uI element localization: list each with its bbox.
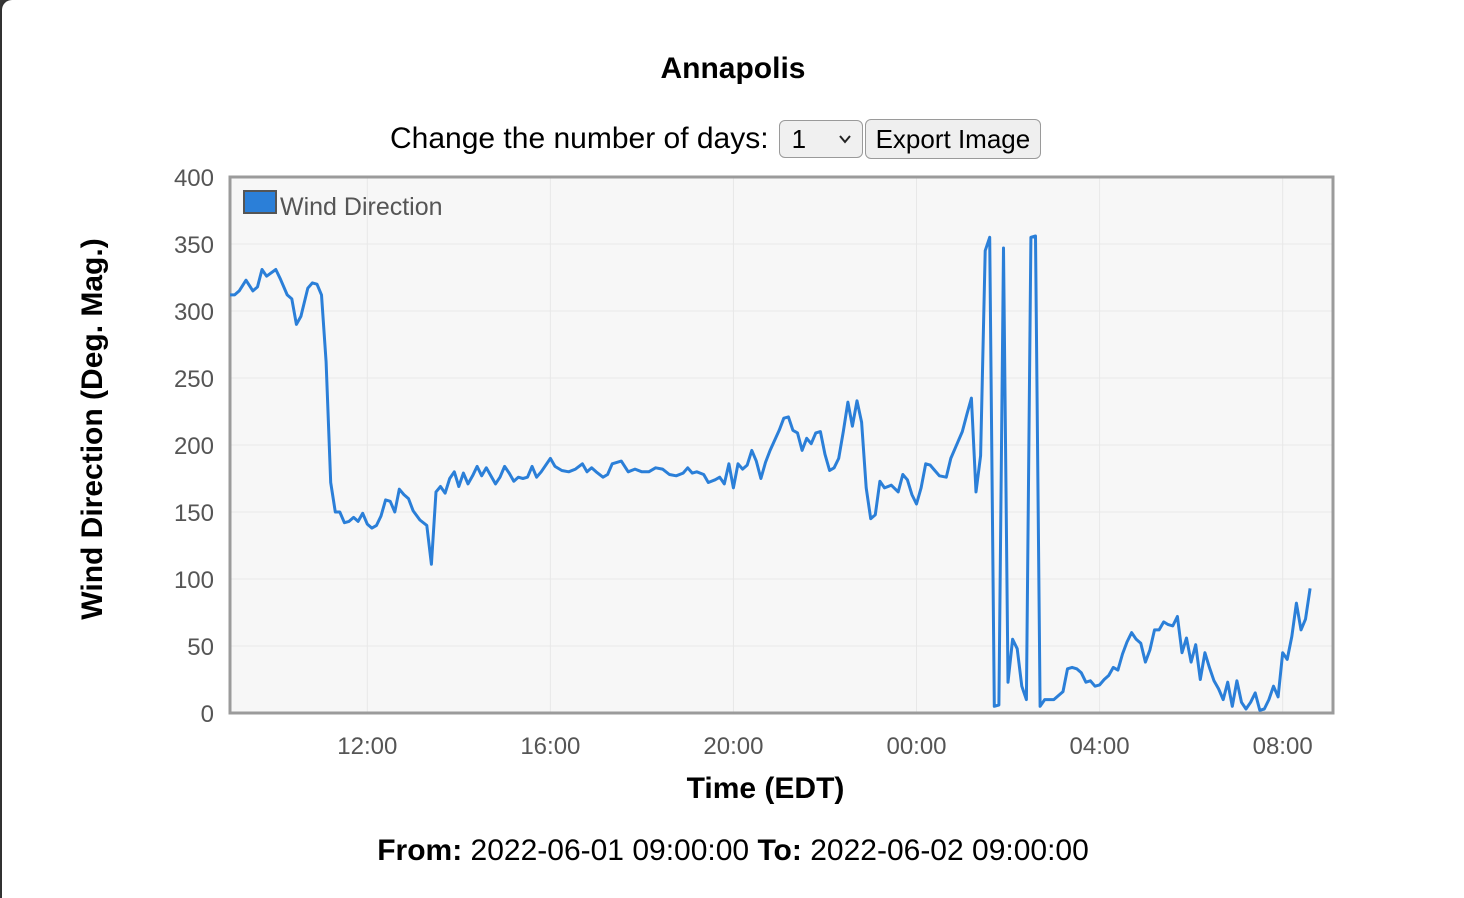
x-tick-label: 00:00 xyxy=(886,733,946,760)
y-tick-label: 300 xyxy=(174,299,214,326)
from-value: 2022-06-01 09:00:00 xyxy=(470,834,750,867)
y-tick-label: 0 xyxy=(201,701,214,728)
y-tick-label: 350 xyxy=(174,232,214,259)
x-tick-label: 16:00 xyxy=(520,733,580,760)
to-value: 2022-06-02 09:00:00 xyxy=(810,834,1089,867)
to-label: To: xyxy=(757,834,802,867)
series-line xyxy=(230,234,1312,712)
x-tick-label: 04:00 xyxy=(1070,733,1130,760)
days-label: Change the number of days: xyxy=(390,122,769,155)
plot-frame xyxy=(228,175,1335,715)
y-axis-label: Wind Direction (Deg. Mag.) xyxy=(76,238,109,619)
y-tick-label: 50 xyxy=(187,634,214,661)
days-select-value: 1 xyxy=(791,123,807,154)
legend-label: Wind Direction xyxy=(280,193,443,221)
chevron-down-icon xyxy=(838,135,851,144)
y-tick-label: 400 xyxy=(174,165,214,192)
x-axis-label: Time (EDT) xyxy=(687,772,845,805)
y-tick-label: 150 xyxy=(174,500,214,527)
date-range: From: 2022-06-01 09:00:00 To: 2022-06-02… xyxy=(2,834,1464,868)
y-tick-label: 200 xyxy=(174,433,214,460)
x-tick-label: 08:00 xyxy=(1253,733,1313,760)
y-tick-label: 100 xyxy=(174,567,214,594)
x-tick-label: 12:00 xyxy=(337,733,397,760)
chart-controls: Change the number of days: 1 Export Imag… xyxy=(390,118,1042,160)
chart-title: Annapolis xyxy=(660,52,806,85)
y-tick-label: 250 xyxy=(174,366,214,393)
x-tick-label: 20:00 xyxy=(703,733,763,760)
from-label: From: xyxy=(377,834,463,867)
days-select[interactable]: 1 xyxy=(778,120,863,158)
legend-swatch xyxy=(243,190,277,214)
export-image-button[interactable]: Export Image xyxy=(864,119,1042,159)
